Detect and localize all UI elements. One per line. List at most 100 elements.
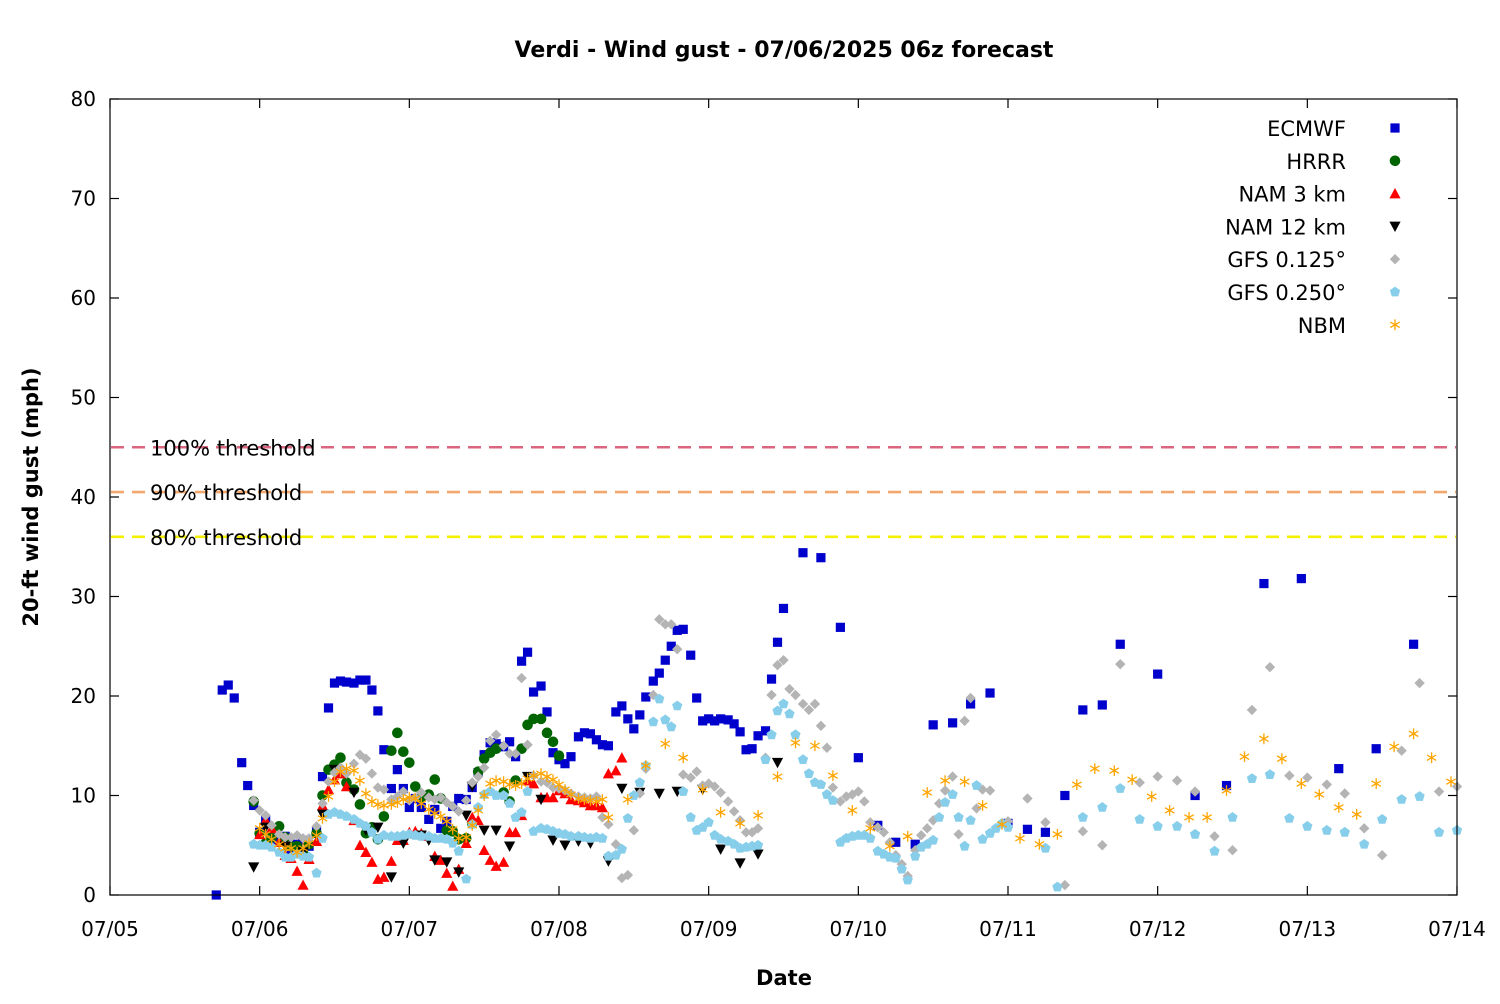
data-point — [461, 831, 472, 843]
data-point — [386, 799, 397, 810]
legend-marker — [1389, 254, 1401, 265]
data-point — [516, 778, 527, 789]
data-point — [859, 796, 870, 807]
data-point — [297, 833, 309, 844]
data-point — [279, 832, 291, 843]
data-point — [404, 802, 414, 813]
data-point — [772, 659, 783, 671]
data-point — [348, 787, 360, 799]
data-point — [827, 795, 838, 805]
data-point — [360, 753, 372, 764]
data-point — [928, 720, 938, 730]
data-point — [722, 796, 734, 807]
data-point — [491, 790, 502, 800]
data-point — [504, 748, 515, 759]
data-point — [297, 879, 309, 890]
data-point — [478, 825, 490, 836]
data-point — [1077, 826, 1089, 837]
data-point — [797, 754, 809, 764]
data-point — [560, 759, 570, 769]
data-point — [473, 805, 484, 816]
data-point — [740, 827, 752, 838]
data-point — [1296, 778, 1307, 789]
data-point — [703, 778, 714, 789]
data-point — [1172, 820, 1183, 831]
data-point — [1164, 805, 1175, 816]
data-point — [385, 872, 397, 883]
x-tick-label: 07/11 — [979, 917, 1037, 941]
data-point — [1022, 793, 1033, 804]
data-point — [553, 750, 565, 761]
data-point — [461, 795, 472, 806]
data-point — [617, 701, 627, 711]
data-point — [835, 622, 845, 632]
data-point — [803, 768, 815, 778]
data-point — [1433, 826, 1445, 837]
data-point — [310, 835, 323, 847]
data-point — [478, 844, 490, 855]
data-point — [766, 729, 777, 740]
data-point — [1371, 778, 1382, 789]
data-point — [367, 685, 377, 695]
data-point — [865, 822, 876, 834]
data-point — [498, 856, 510, 867]
data-point — [435, 811, 446, 822]
data-point — [735, 727, 745, 737]
data-point — [1339, 788, 1350, 799]
data-point — [504, 841, 516, 852]
data-point — [398, 786, 409, 797]
data-point — [1052, 881, 1063, 892]
data-point — [666, 641, 676, 651]
data-point — [435, 792, 446, 803]
data-point — [392, 791, 403, 802]
data-point — [746, 827, 758, 838]
data-point — [298, 842, 309, 854]
y-tick-label: 0 — [83, 883, 96, 907]
data-point — [1189, 786, 1201, 797]
data-point — [603, 812, 614, 823]
data-point — [597, 740, 608, 750]
data-point — [505, 737, 515, 747]
data-points-layer — [211, 548, 1463, 900]
data-point — [1022, 824, 1033, 834]
data-point — [1059, 879, 1071, 891]
data-point — [648, 716, 659, 727]
data-point — [573, 732, 584, 742]
data-point — [910, 839, 920, 849]
data-point — [522, 786, 533, 796]
data-point — [416, 798, 427, 809]
data-point — [378, 811, 390, 822]
data-point — [921, 823, 933, 834]
data-point — [559, 784, 571, 795]
data-point — [553, 779, 565, 790]
data-point — [953, 829, 964, 840]
data-point — [441, 816, 452, 827]
data-point — [803, 704, 815, 716]
data-point — [865, 832, 876, 843]
data-point — [821, 742, 833, 753]
data-point — [1184, 812, 1195, 823]
data-point — [597, 812, 608, 823]
legend-label: GFS 0.125° — [1227, 248, 1346, 272]
data-point — [629, 724, 639, 734]
data-point — [1414, 677, 1425, 689]
data-point — [1152, 771, 1163, 782]
data-point — [1189, 828, 1201, 839]
data-point — [752, 849, 764, 860]
data-point — [766, 674, 777, 684]
data-point — [447, 823, 458, 835]
data-point — [891, 837, 901, 847]
data-point — [697, 784, 708, 795]
data-point — [317, 798, 328, 809]
chart-title: Verdi - Wind gust - 07/06/2025 06z forec… — [515, 38, 1054, 63]
data-point — [527, 777, 540, 789]
data-point — [317, 813, 328, 824]
data-point — [821, 789, 832, 799]
data-point — [591, 796, 602, 807]
data-point — [291, 865, 303, 876]
data-point — [504, 798, 515, 808]
data-point — [1153, 669, 1163, 679]
data-point — [460, 810, 472, 821]
data-point — [454, 793, 464, 804]
data-point — [260, 810, 271, 821]
